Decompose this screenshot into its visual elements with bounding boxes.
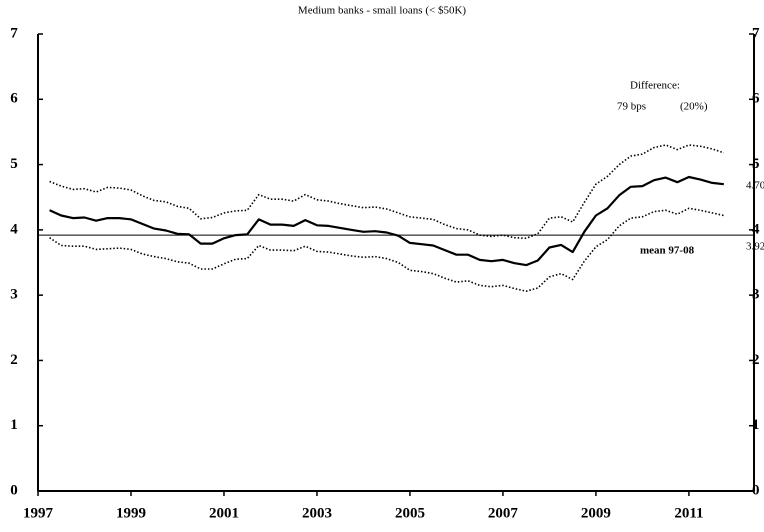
- y-tick-label: 3: [10, 287, 18, 303]
- y-tick-label: 1: [10, 417, 18, 433]
- mean-label: mean 97-08: [640, 245, 695, 257]
- x-tick-label: 2009: [581, 505, 611, 521]
- y-tick-label: 0: [10, 482, 18, 498]
- x-tick-label: 1997: [23, 505, 54, 521]
- chart-title: Medium banks - small loans (< $50K): [298, 5, 466, 17]
- y2-tick-label: 1: [752, 417, 760, 433]
- data-line: [49, 175, 724, 267]
- y2-tick-label: 5: [752, 156, 760, 172]
- y2-tick-label: 6: [752, 91, 760, 107]
- x-tick-label: 1999: [116, 505, 146, 521]
- y2-tick-label: 2: [752, 352, 760, 368]
- x-tick-label: 2003: [302, 505, 332, 521]
- x-tick-label: 2001: [209, 505, 239, 521]
- x-tick-label: 2005: [395, 505, 425, 521]
- y2-tick-label: 0: [752, 482, 760, 498]
- y-tick-label: 6: [10, 91, 18, 107]
- annotation-pct: (20%): [680, 101, 708, 113]
- y-tick-label: 7: [10, 25, 18, 41]
- band-line: [49, 207, 724, 292]
- annotation-title: Difference:: [630, 80, 680, 92]
- band-line: [49, 144, 725, 240]
- y2-tick-label: 7: [752, 25, 760, 41]
- y2-tick-label: 4: [752, 221, 760, 237]
- mean-value-label: 3.92: [746, 241, 764, 253]
- y-tick-label: 5: [10, 156, 18, 172]
- end-label: 4.70: [746, 180, 764, 192]
- y2-tick-label: 3: [752, 287, 760, 303]
- x-tick-label: 2011: [674, 505, 703, 521]
- annotation-bps: 79 bps: [617, 101, 646, 113]
- y-tick-label: 4: [10, 221, 18, 237]
- y-tick-label: 2: [10, 352, 18, 368]
- x-tick-label: 2007: [488, 505, 519, 521]
